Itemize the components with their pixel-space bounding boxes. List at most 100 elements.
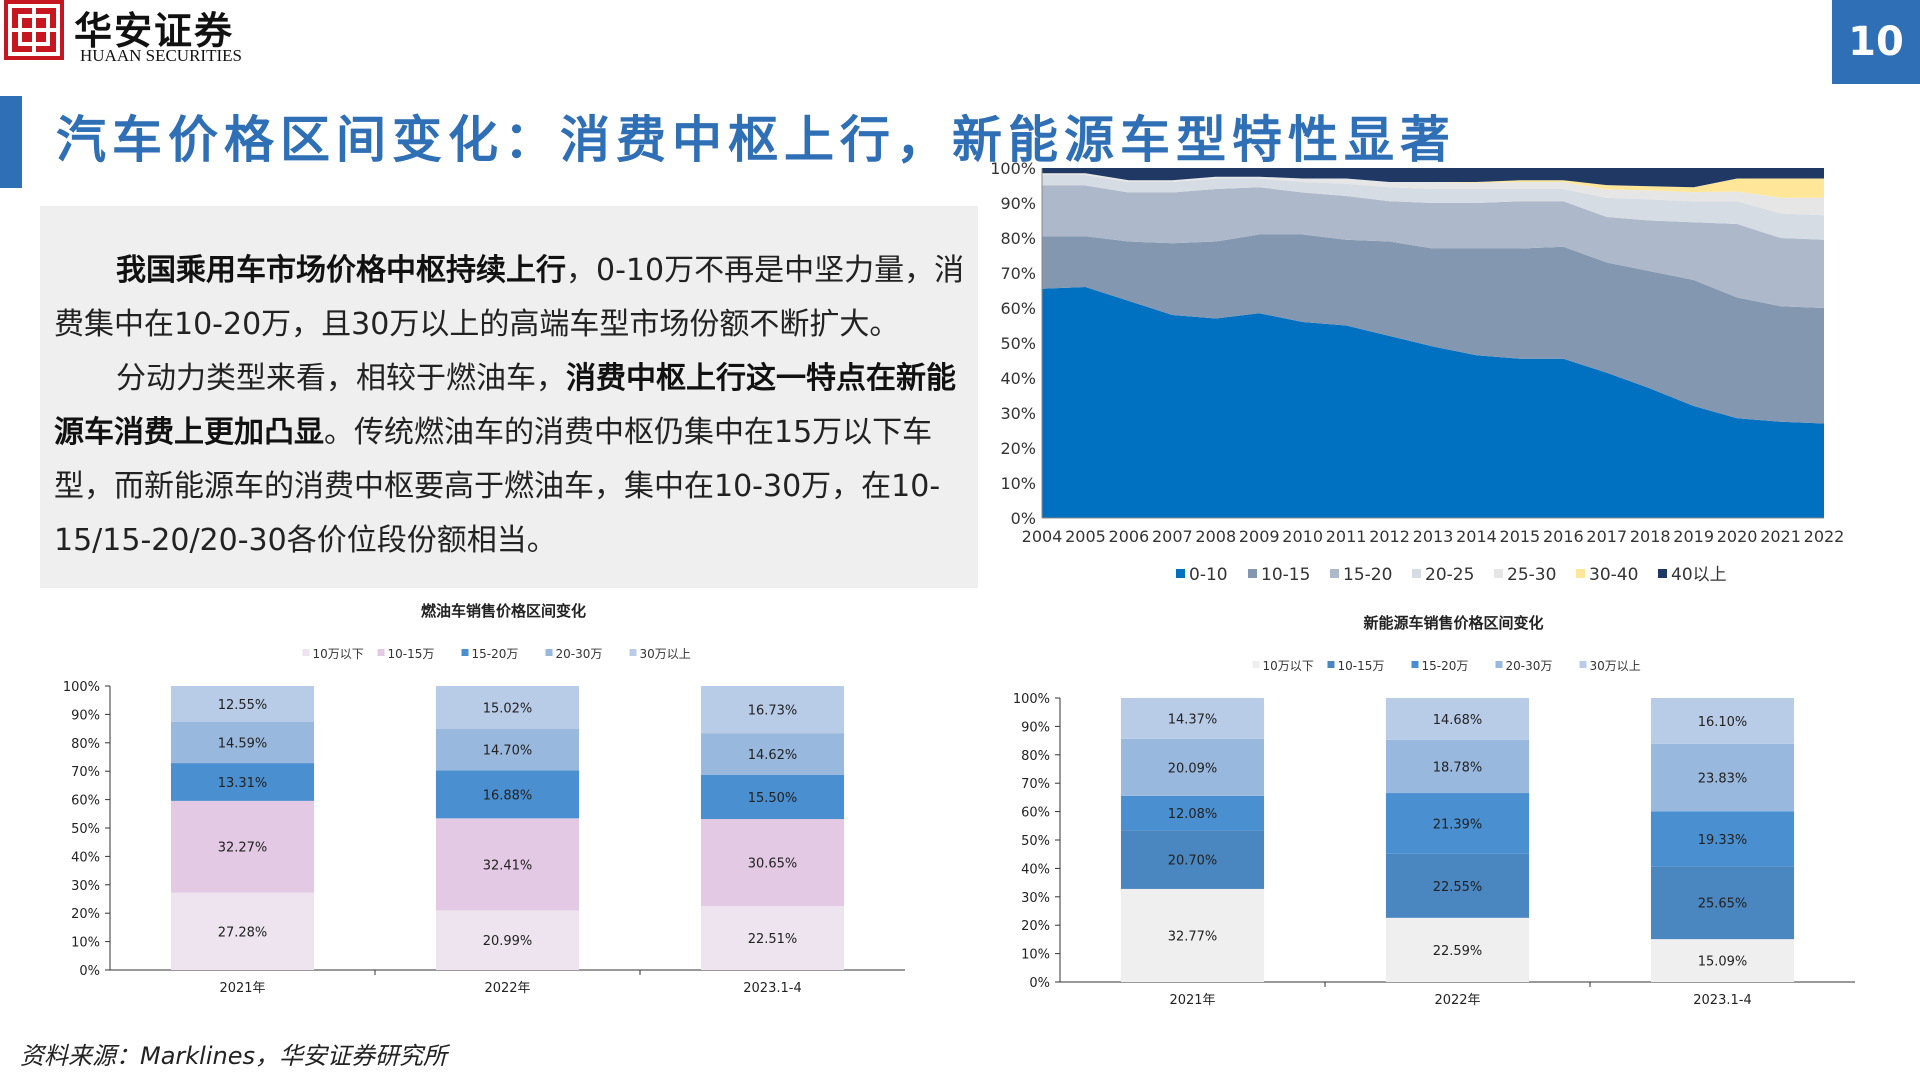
bar-segment: [1650, 698, 1795, 744]
legend-swatch: [629, 649, 637, 656]
bar-segment: [700, 685, 845, 734]
legend-swatch: [1576, 569, 1585, 578]
x-tick-label: 2006: [1109, 527, 1150, 546]
bar-segment: [1385, 853, 1530, 918]
source-note: 资料来源：Marklines，华安证券研究所: [20, 1042, 447, 1070]
bar-segment: [1650, 743, 1795, 812]
data-label: 15.09%: [1698, 955, 1748, 970]
bar-segment: [1650, 811, 1795, 867]
x-tick-label: 2014: [1456, 527, 1497, 546]
area-series-5: [1042, 173, 1824, 216]
area-series-7: [1042, 168, 1824, 188]
data-label: 22.55%: [1433, 880, 1483, 895]
summary-p1-bold: 我国乘用车市场价格中枢持续上行: [116, 253, 566, 288]
y-tick-label: 100%: [63, 680, 100, 695]
y-tick-label: 80%: [1021, 749, 1050, 764]
data-label: 32.41%: [483, 858, 533, 873]
summary-p2-bold: 消费中枢上行这一特点在新能源车消费上更加凸显: [54, 361, 956, 450]
x-tick-label: 2022年: [1434, 993, 1480, 1006]
y-tick-label: 30%: [71, 879, 100, 894]
y-tick-label: 70%: [1021, 777, 1050, 792]
area-series-4: [1042, 175, 1824, 240]
y-tick-label: 100%: [990, 160, 1036, 178]
data-label: 21.39%: [1433, 817, 1483, 832]
legend-label: 30万以上: [1590, 659, 1641, 673]
legend-swatch: [1176, 569, 1185, 578]
legend-label: 20-30万: [556, 647, 603, 661]
x-tick-label: 2023.1-4: [1693, 993, 1751, 1006]
legend-label: 10-15万: [388, 647, 435, 661]
page-number: 10: [1832, 0, 1920, 84]
data-label: 20.99%: [483, 934, 533, 949]
data-label: 22.51%: [748, 932, 798, 947]
bar-segment: [1650, 939, 1795, 982]
bar-segment: [1385, 739, 1530, 794]
data-label: 14.62%: [748, 748, 798, 763]
area-series-1: [1042, 287, 1824, 518]
data-label: 16.10%: [1698, 715, 1748, 730]
y-tick-label: 10%: [1000, 474, 1036, 493]
y-tick-label: 100%: [1013, 692, 1050, 707]
y-tick-label: 80%: [1000, 229, 1036, 248]
y-tick-label: 40%: [1021, 862, 1050, 877]
y-tick-label: 70%: [1000, 264, 1036, 283]
y-tick-label: 10%: [1021, 948, 1050, 963]
legend-swatch: [461, 649, 469, 656]
bar-segment: [170, 800, 315, 893]
y-tick-label: 50%: [1021, 834, 1050, 849]
legend-label: 30-40: [1589, 565, 1638, 585]
brand-name-en: HUAAN SECURITIES: [80, 46, 242, 65]
legend-swatch: [1494, 569, 1503, 578]
y-tick-label: 0%: [79, 964, 100, 979]
y-tick-label: 20%: [1000, 439, 1036, 458]
area-series-2: [1042, 234, 1824, 424]
bar-segment: [1120, 697, 1265, 739]
logo-mark-icon: [4, 0, 64, 60]
legend-swatch: [1495, 661, 1503, 668]
y-tick-label: 60%: [1000, 299, 1036, 318]
data-label: 25.65%: [1698, 897, 1748, 912]
bar-segment: [1120, 888, 1265, 982]
bar-segment: [435, 818, 580, 911]
data-label: 14.59%: [218, 736, 268, 751]
legend-swatch: [545, 649, 553, 656]
x-tick-label: 2007: [1152, 527, 1193, 546]
x-tick-label: 2004: [1022, 527, 1063, 546]
y-tick-label: 20%: [71, 907, 100, 922]
summary-paragraph-2: 分动力类型来看，相较于燃油车，消费中枢上行这一特点在新能源车消费上更加凸显。传统…: [54, 352, 969, 568]
data-label: 20.70%: [1168, 854, 1218, 869]
bar-segment: [170, 892, 315, 970]
x-tick-label: 2013: [1413, 527, 1454, 546]
legend-label: 20-30万: [1506, 659, 1553, 673]
data-label: 16.88%: [483, 788, 533, 803]
bar-segment: [1120, 738, 1265, 796]
y-tick-label: 30%: [1021, 891, 1050, 906]
legend-label: 15-20万: [472, 647, 519, 661]
legend-label: 30万以上: [640, 647, 691, 661]
x-tick-label: 2005: [1065, 527, 1106, 546]
legend-label: 40以上: [1671, 565, 1727, 585]
y-tick-label: 0%: [1029, 976, 1050, 991]
data-label: 27.28%: [218, 925, 268, 940]
data-label: 22.59%: [1433, 944, 1483, 959]
data-label: 14.70%: [483, 744, 533, 759]
y-tick-label: 50%: [1000, 334, 1036, 353]
x-tick-label: 2011: [1326, 527, 1367, 546]
legend-swatch: [1412, 569, 1421, 578]
data-label: 14.68%: [1433, 713, 1483, 728]
bar-segment: [435, 770, 580, 819]
summary-p1-rest: ，0-10万不再是中坚力量，消费集中在10-20万，且30万以上的高端车型市场份…: [54, 253, 965, 342]
data-label: 20.09%: [1168, 761, 1218, 776]
title-accent-bar: [0, 96, 22, 188]
legend-swatch: [1252, 661, 1260, 668]
bar-segment: [1120, 795, 1265, 831]
data-label: 13.31%: [218, 776, 268, 791]
data-label: 12.55%: [218, 698, 268, 713]
x-tick-label: 2009: [1239, 527, 1280, 546]
bar-segment: [1385, 698, 1530, 740]
legend-label: 25-30: [1507, 565, 1556, 585]
summary-p2-pre: 分动力类型来看，相较于燃油车，: [116, 361, 566, 396]
nev-price-bar-chart: 新能源车销售价格区间变化 10万以下 10-15万 15-20万 20-30万 30万以上…: [1013, 614, 1855, 1006]
y-tick-label: 30%: [1000, 404, 1036, 423]
x-tick-label: 2018: [1630, 527, 1671, 546]
